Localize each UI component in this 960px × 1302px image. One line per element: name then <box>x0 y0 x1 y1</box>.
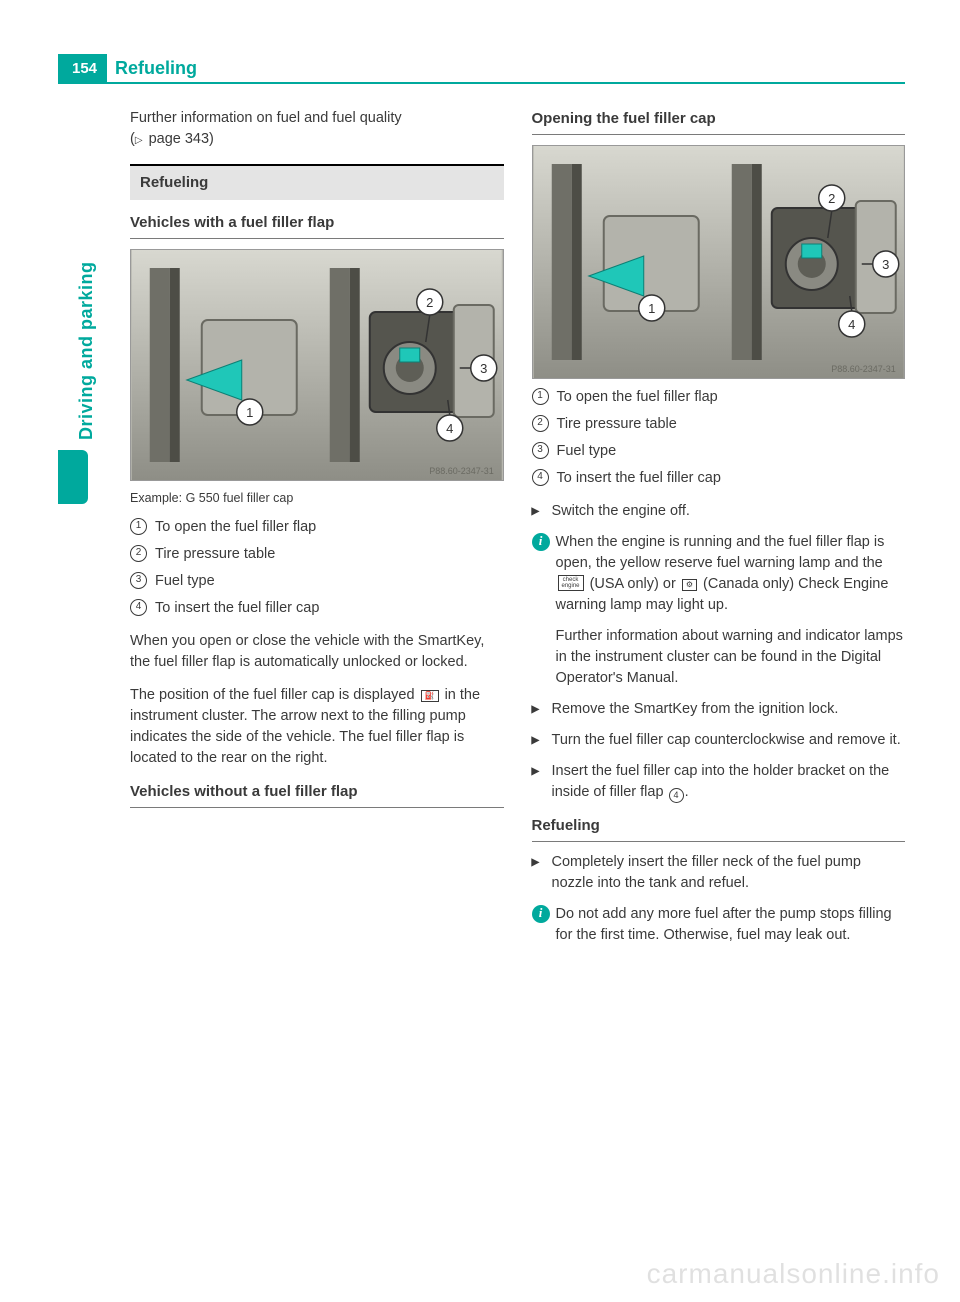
subhead-vehicles-with-flap: Vehicles with a fuel filler flap <box>130 212 504 239</box>
page: 154 Refueling Driving and parking Furthe… <box>0 0 960 1302</box>
triangle-icon <box>532 761 548 782</box>
section-box-refueling: Refueling <box>130 164 504 200</box>
subhead-opening-cap: Opening the fuel filler cap <box>532 108 906 135</box>
step-list: Remove the SmartKey from the ignition lo… <box>532 699 906 803</box>
figure-caption: Example: G 550 fuel filler cap <box>130 489 504 507</box>
callout-text: To insert the fuel filler cap <box>155 598 504 619</box>
callout-row: 3 Fuel type <box>532 441 906 462</box>
xref-icon <box>135 131 145 147</box>
para-text: The position of the fuel filler cap is d… <box>130 687 415 703</box>
callout-text: To open the fuel filler flap <box>557 387 906 408</box>
step-row: Turn the fuel filler cap counterclockwis… <box>532 730 906 751</box>
step-text: Switch the engine off. <box>552 501 906 522</box>
triangle-icon <box>532 699 548 720</box>
fuel-pump-icon: ⛽ <box>421 690 439 702</box>
step-text: Remove the SmartKey from the ignition lo… <box>552 699 906 720</box>
callout-number: 1 <box>532 388 549 405</box>
callout-number: 1 <box>130 518 147 535</box>
svg-text:1: 1 <box>246 405 253 420</box>
callout-number: 4 <box>130 599 147 616</box>
step-list: Switch the engine off. <box>532 501 906 522</box>
side-tab-block <box>58 450 88 504</box>
step-text: Completely insert the filler neck of the… <box>552 852 906 894</box>
note-text: When the engine is running and the fuel … <box>556 532 906 689</box>
note-part: When the engine is running and the fuel … <box>556 534 885 571</box>
step-row: Switch the engine off. <box>532 501 906 522</box>
callout-number: 2 <box>130 545 147 562</box>
note-row: i Do not add any more fuel after the pum… <box>532 904 906 946</box>
figure-fuel-cap-right: 1 2 3 <box>532 145 906 379</box>
callout-number: 4 <box>532 469 549 486</box>
figure-fuel-cap-left: 1 2 <box>130 249 504 481</box>
intro-ref: page 343) <box>149 131 214 147</box>
step-part: . <box>685 784 689 800</box>
callout-list-left: 1 To open the fuel filler flap 2 Tire pres… <box>130 517 504 619</box>
content-area: Further information on fuel and fuel qua… <box>130 108 905 1262</box>
figure-stamp: P88.60-2347-31 <box>831 364 896 374</box>
subhead-vehicles-without-flap: Vehicles without a fuel filler flap <box>130 781 504 808</box>
callout-row: 4 To insert the fuel filler cap <box>532 468 906 489</box>
callout-text: Fuel type <box>557 441 906 462</box>
step-row: Remove the SmartKey from the ignition lo… <box>532 699 906 720</box>
callout-ref-icon: 4 <box>669 788 684 803</box>
svg-text:2: 2 <box>828 191 835 206</box>
callout-row: 1 To open the fuel filler flap <box>130 517 504 538</box>
svg-text:2: 2 <box>426 295 433 310</box>
callout-number: 3 <box>130 572 147 589</box>
callout-row: 1 To open the fuel filler flap <box>532 387 906 408</box>
svg-text:1: 1 <box>648 301 655 316</box>
header-rule <box>58 82 905 84</box>
side-tab-label: Driving and parking <box>76 261 97 440</box>
note-text: Do not add any more fuel after the pump … <box>556 904 906 946</box>
page-number: 154 <box>58 54 107 82</box>
triangle-icon <box>532 730 548 751</box>
subhead-refueling: Refueling <box>532 815 906 842</box>
triangle-icon <box>532 501 548 522</box>
callout-text: Tire pressure table <box>557 414 906 435</box>
intro-paragraph: Further information on fuel and fuel qua… <box>130 108 504 150</box>
step-part: Insert the fuel filler cap into the hold… <box>552 763 890 800</box>
note-para: Further information about warning and in… <box>556 628 903 686</box>
step-text: Turn the fuel filler cap counterclockwis… <box>552 730 906 751</box>
note-row: i When the engine is running and the fue… <box>532 532 906 689</box>
svg-text:3: 3 <box>882 257 889 272</box>
note-part: (USA only) or <box>590 576 676 592</box>
step-text: Insert the fuel filler cap into the hold… <box>552 761 906 803</box>
svg-text:3: 3 <box>480 361 487 376</box>
engine-icon: ⚙ <box>682 579 697 591</box>
info-icon: i <box>532 533 550 551</box>
callout-number: 2 <box>532 415 549 432</box>
step-row: Insert the fuel filler cap into the hold… <box>532 761 906 803</box>
callout-row: 4 To insert the fuel filler cap <box>130 598 504 619</box>
callout-row: 2 Tire pressure table <box>532 414 906 435</box>
info-icon: i <box>532 905 550 923</box>
watermark: carmanualsonline.info <box>647 1258 940 1290</box>
svg-text:4: 4 <box>446 421 453 436</box>
callout-text: Tire pressure table <box>155 544 504 565</box>
intro-text: Further information on fuel and fuel qua… <box>130 110 402 126</box>
callout-row: 3 Fuel type <box>130 571 504 592</box>
callout-list-right: 1 To open the fuel filler flap 2 Tire pres… <box>532 387 906 489</box>
step-list: Completely insert the filler neck of the… <box>532 852 906 894</box>
page-header: 154 Refueling <box>58 54 197 82</box>
left-column: Further information on fuel and fuel qua… <box>130 108 504 1262</box>
figure-stamp: P88.60-2347-31 <box>429 466 494 476</box>
check-engine-icon: checkengine <box>558 575 584 591</box>
callout-text: To open the fuel filler flap <box>155 517 504 538</box>
header-title: Refueling <box>107 54 197 82</box>
callout-text: To insert the fuel filler cap <box>557 468 906 489</box>
callout-number: 3 <box>532 442 549 459</box>
triangle-icon <box>532 852 548 873</box>
callout-text: Fuel type <box>155 571 504 592</box>
svg-text:4: 4 <box>848 317 855 332</box>
paragraph: When you open or close the vehicle with … <box>130 631 504 673</box>
step-row: Completely insert the filler neck of the… <box>532 852 906 894</box>
paragraph: The position of the fuel filler cap is d… <box>130 685 504 769</box>
right-column: Opening the fuel filler cap <box>532 108 906 1262</box>
callout-row: 2 Tire pressure table <box>130 544 504 565</box>
